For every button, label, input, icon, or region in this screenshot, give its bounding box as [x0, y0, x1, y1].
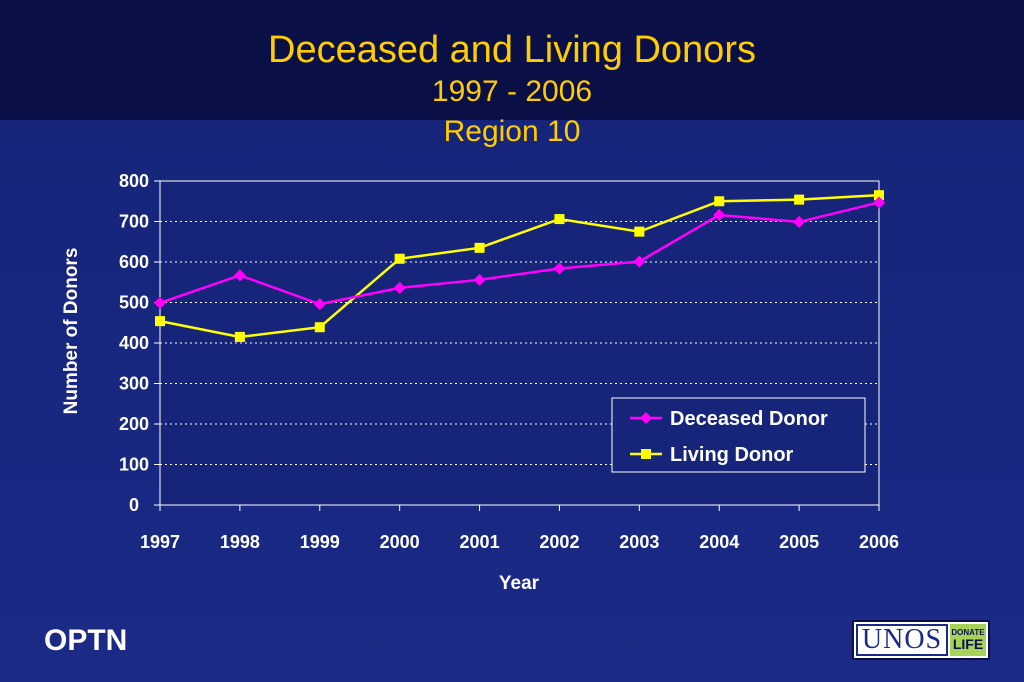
x-tick-label: 2004: [699, 532, 739, 552]
unos-donate-life-logo: UNOS DONATE LIFE: [852, 620, 990, 660]
x-tick-label: 2001: [460, 532, 500, 552]
data-point: [155, 316, 165, 327]
title-block: Deceased and Living Donors 1997 - 2006 R…: [0, 28, 1024, 152]
data-point: [233, 269, 246, 282]
data-point: [553, 262, 566, 275]
data-point: [393, 281, 406, 294]
data-point: [474, 242, 485, 253]
y-tick-label: 300: [119, 374, 149, 394]
x-axis-title: Year: [499, 573, 540, 594]
series-living-donor: [155, 190, 884, 342]
x-tick-label: 2006: [859, 532, 899, 552]
data-point: [793, 215, 806, 228]
y-tick-label: 800: [119, 171, 149, 191]
chart-subtitle-region: Region 10: [443, 115, 581, 148]
y-tick-label: 0: [129, 495, 139, 515]
legend-marker: [641, 449, 651, 459]
y-tick-label: 400: [119, 333, 149, 353]
data-point: [874, 190, 884, 201]
x-tick-label: 1999: [300, 532, 340, 552]
legend: Deceased Donor Living Donor: [611, 397, 866, 473]
y-tick-label: 100: [119, 455, 149, 475]
data-point: [794, 194, 805, 205]
donate-life-top: DONATE: [951, 628, 985, 637]
data-point: [313, 298, 326, 311]
legend-label: Deceased Donor: [670, 408, 828, 430]
data-point: [473, 273, 486, 286]
legend-label: Living Donor: [670, 444, 794, 466]
data-point: [394, 253, 405, 264]
x-tick-label: 2005: [779, 532, 819, 552]
unos-logo-text: UNOS: [856, 624, 948, 656]
x-tick-label: 2002: [539, 532, 579, 552]
donate-life-bottom: LIFE: [952, 636, 984, 652]
data-point: [234, 331, 245, 342]
header-band: [0, 0, 1024, 120]
y-tick-label: 200: [119, 414, 149, 434]
y-tick-label: 700: [119, 212, 149, 232]
legend-marker: [640, 412, 652, 424]
series-line: [159, 201, 880, 306]
y-tick-label: 500: [119, 293, 149, 313]
data-point: [714, 196, 725, 207]
data-point: [314, 322, 325, 333]
chart-title: Deceased and Living Donors: [268, 29, 756, 71]
donate-life-badge: DONATE LIFE: [950, 624, 986, 656]
data-point: [154, 296, 166, 309]
x-tick-label: 1997: [140, 532, 180, 552]
x-tick-label: 2003: [619, 532, 659, 552]
data-point: [554, 214, 565, 225]
x-tick-label: 2000: [380, 532, 420, 552]
data-point: [713, 209, 726, 222]
data-point: [634, 226, 645, 237]
optn-label: OPTN: [44, 624, 128, 657]
y-axis-title: Number of Donors: [61, 248, 82, 415]
chart-subtitle-years: 1997 - 2006: [431, 75, 593, 108]
x-tick-label: 1998: [220, 532, 260, 552]
series-layer: [154, 190, 885, 342]
series-deceased-donor: [154, 196, 885, 311]
data-point: [633, 255, 646, 268]
data-point: [873, 196, 885, 209]
y-axis-ticks: 0 100 200 300 400 500 600 700 800: [119, 171, 160, 515]
series-line: [159, 193, 880, 339]
legend-box: [611, 397, 866, 473]
y-tick-label: 600: [119, 252, 149, 272]
x-axis-ticks: 1997 1998 1999 2000 2001 2002 2003 2004 2005 2006: [140, 505, 899, 552]
